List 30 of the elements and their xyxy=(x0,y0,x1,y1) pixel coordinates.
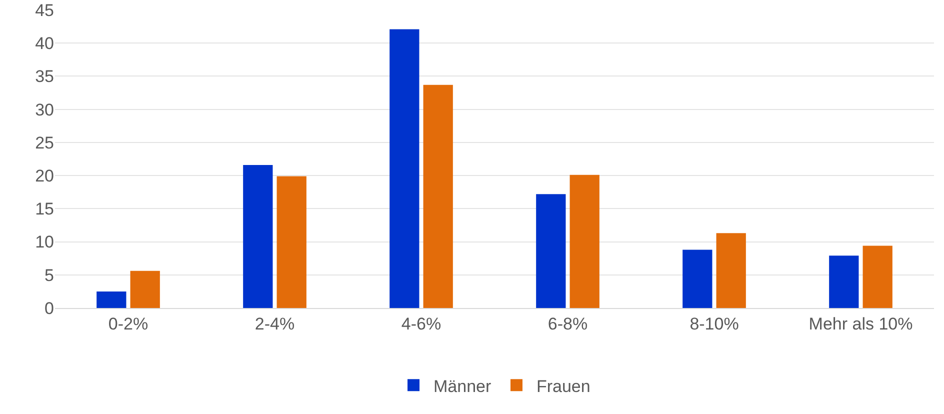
bar xyxy=(96,291,126,308)
legend-label: Frauen xyxy=(536,376,590,396)
x-tick-label: 2-4% xyxy=(254,314,295,334)
y-tick-label: 30 xyxy=(35,100,54,120)
x-tick-label: 6-8% xyxy=(548,314,588,334)
bar xyxy=(390,29,420,308)
y-tick-label: 0 xyxy=(44,298,54,318)
y-tick-label: 15 xyxy=(35,200,54,219)
bar xyxy=(829,256,859,308)
bar xyxy=(243,164,273,308)
x-tick-label: 4-6% xyxy=(401,314,442,334)
bar xyxy=(130,270,160,308)
y-tick-label: 45 xyxy=(35,0,54,20)
x-tick-label: 0-2% xyxy=(108,314,148,334)
y-tick-label: 40 xyxy=(35,34,54,54)
y-tick-label: 5 xyxy=(44,266,54,285)
y-tick-label: 25 xyxy=(35,133,54,152)
bar xyxy=(423,84,453,308)
y-tick-label: 10 xyxy=(35,232,54,252)
bar xyxy=(276,176,306,308)
bar xyxy=(682,250,712,308)
bar xyxy=(716,233,746,308)
bar xyxy=(570,174,600,308)
y-tick-label: 20 xyxy=(35,166,54,186)
bar xyxy=(862,246,892,308)
legend-label: Männer xyxy=(434,376,492,396)
x-tick-label: Mehr als 10% xyxy=(808,314,913,334)
x-tick-label: 8-10% xyxy=(690,314,739,334)
bar xyxy=(536,194,566,308)
y-tick-label: 35 xyxy=(35,67,54,86)
